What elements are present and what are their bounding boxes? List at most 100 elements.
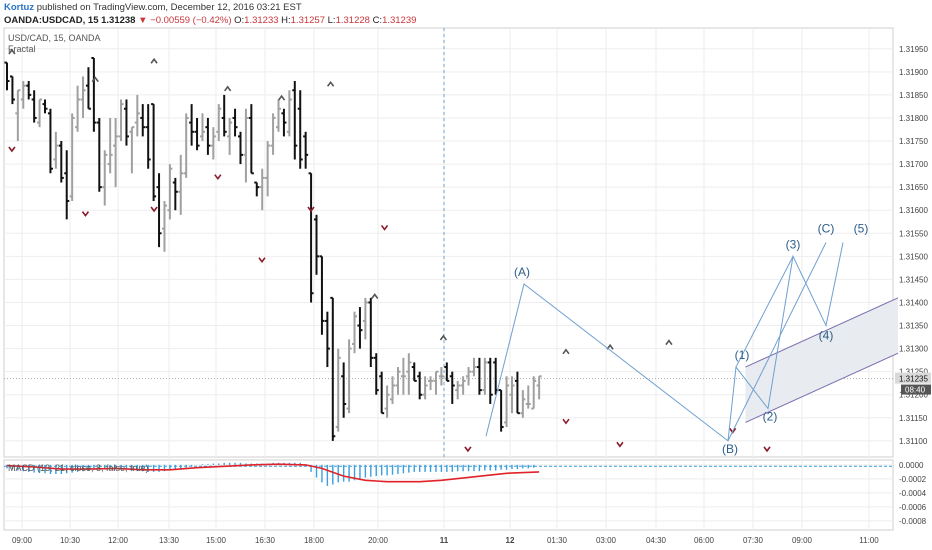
- ohlc-bar: [199, 113, 205, 142]
- wave-label[interactable]: (5): [854, 222, 869, 236]
- channel-fill[interactable]: [745, 297, 898, 423]
- ohlc-bar: [243, 108, 249, 183]
- ohlc-bar: [406, 353, 412, 395]
- ohlc-bar: [31, 90, 37, 123]
- wave-path-line[interactable]: [727, 242, 827, 442]
- channel-upper-line[interactable]: [745, 297, 899, 368]
- publish-line: Kortuz published on TradingView.com, Dec…: [4, 2, 302, 13]
- last-price: 1.31238: [101, 15, 136, 26]
- ohlc-bar: [26, 81, 32, 100]
- ohlc-bar: [276, 99, 281, 132]
- ohlc-bar: [237, 131, 243, 165]
- price-tick-label: 1.31450: [899, 275, 928, 284]
- ohlc-bar: [134, 94, 140, 137]
- chart-header: Kortuz published on TradingView.com, Dec…: [0, 0, 932, 30]
- macd-tick-label: -0.0008: [899, 517, 927, 526]
- high-label: H:: [281, 15, 291, 26]
- fractal-down-icon: [763, 446, 771, 453]
- time-tick-label: 07:30: [743, 536, 764, 545]
- ohlc-bar: [259, 168, 265, 211]
- ohlc-bar: [292, 81, 298, 160]
- ohlc-bar: [140, 104, 146, 137]
- main-pane-border: [3, 27, 894, 458]
- wave-label[interactable]: (B): [722, 442, 738, 456]
- price-tick-label: 1.31300: [899, 345, 928, 354]
- publisher-link[interactable]: Kortuz: [4, 2, 35, 13]
- ohlc-bar: [411, 362, 417, 382]
- ohlc-bar: [449, 371, 455, 404]
- wave-label[interactable]: (1): [735, 348, 750, 362]
- ohlc-bar: [96, 117, 102, 192]
- channel-drawing[interactable]: [745, 297, 899, 423]
- indicator-legend[interactable]: Fractal: [8, 44, 36, 54]
- ohlc-bar: [178, 154, 184, 215]
- wave-path-line[interactable]: [735, 256, 794, 368]
- fractal-up-icon: [150, 57, 158, 64]
- ohlc-bar: [102, 150, 108, 206]
- ohlc-bar: [504, 376, 510, 428]
- fractal-down-icon: [8, 146, 16, 153]
- ohlc-bar: [400, 357, 406, 395]
- ohlc-bar: [172, 177, 178, 211]
- ohlc-bar: [422, 376, 428, 400]
- ohlc-bar: [297, 90, 303, 169]
- symbol-legend[interactable]: USD/CAD, 15, OANDA: [8, 33, 101, 43]
- fractal-up-icon: [665, 339, 673, 346]
- fractal-up-icon: [277, 94, 286, 101]
- ohlc-bar: [270, 113, 276, 155]
- countdown-label: 08:40: [905, 386, 926, 395]
- wave-label[interactable]: (3): [786, 237, 801, 251]
- ohlc-bar: [324, 311, 330, 368]
- ohlc-bar: [183, 113, 189, 178]
- ohlc-bar: [151, 103, 157, 201]
- macd-legend[interactable]: MACD (13, 21, close, 8, false, true): [8, 463, 149, 473]
- time-tick-label: 12: [506, 536, 515, 545]
- ohlc-bar: [341, 362, 347, 418]
- ohlc-bar: [221, 94, 227, 137]
- elliott-wave-drawing[interactable]: (A) (B) (C) (1) (2) (3) (4) (5): [485, 222, 869, 456]
- close-value: 1.31239: [382, 15, 417, 26]
- channel-lower-line[interactable]: [745, 352, 899, 423]
- ohlc-bar: [194, 117, 200, 151]
- ohlc-bar: [314, 214, 320, 275]
- ohlc-bar: [346, 339, 352, 414]
- ohlc-bar: [129, 126, 135, 174]
- ohlc-bar: [9, 75, 15, 105]
- ohlc-bar: [232, 108, 238, 137]
- time-tick-label: 06:00: [694, 536, 715, 545]
- low-label: L:: [327, 15, 336, 26]
- countdown-badge: [901, 384, 931, 395]
- ohlc-bar: [69, 113, 75, 201]
- price-tick-label: 1.31700: [899, 160, 928, 169]
- ohlc-bar: [58, 141, 64, 183]
- ohlc-bar: [531, 376, 537, 410]
- symbol-name[interactable]: OANDA:USDCAD, 15: [4, 15, 99, 26]
- change-arrow-icon: ▼: [138, 15, 148, 26]
- fractal-down-icon: [307, 206, 315, 213]
- wave-label[interactable]: (C): [818, 222, 835, 236]
- time-tick-label: 20:00: [368, 536, 389, 545]
- ohlc-bar: [368, 297, 374, 368]
- fractal-up-icon: [562, 348, 570, 355]
- wave-label[interactable]: (4): [819, 329, 834, 343]
- fractal-down-icon: [81, 211, 90, 217]
- ohlc-bar: [42, 99, 48, 114]
- change-value: −0.00559 (−0.42%): [150, 15, 232, 26]
- open-value: 1.31233: [244, 15, 279, 26]
- macd-pane-border: [3, 459, 894, 531]
- price-tick-label: 1.31200: [899, 391, 928, 400]
- ohlc-bar: [352, 311, 358, 354]
- ohlc-bar: [395, 367, 401, 395]
- ohlc-bar: [330, 296, 336, 441]
- price-tick-label: 1.31600: [899, 206, 928, 215]
- price-tick-label: 1.31900: [899, 68, 928, 77]
- ohlc-bar: [362, 297, 368, 340]
- price-tick-label: 1.31650: [899, 183, 928, 192]
- ohlc-bar: [379, 371, 385, 415]
- wave-label[interactable]: (2): [763, 410, 778, 424]
- wave-label[interactable]: (A): [514, 265, 530, 279]
- ohlc-bar: [438, 367, 444, 386]
- wave-path-line[interactable]: [485, 242, 844, 442]
- ohlc-bar: [216, 104, 222, 142]
